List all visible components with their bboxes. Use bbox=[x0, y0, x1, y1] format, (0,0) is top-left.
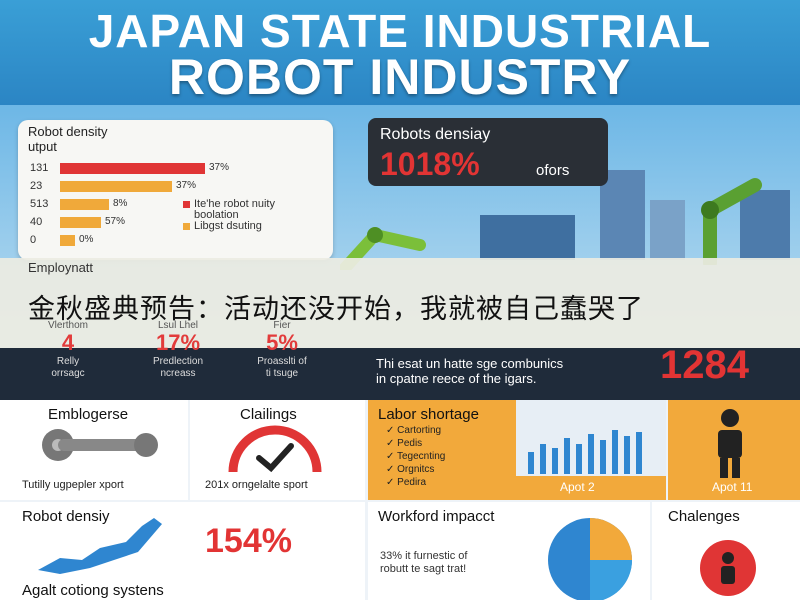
labor-tag-2: Apot 11 bbox=[712, 480, 753, 494]
robot-arm-icon bbox=[701, 178, 762, 265]
challenges-title: Chalenges bbox=[668, 508, 740, 525]
legend-entry: boolation bbox=[194, 209, 239, 221]
employment-label: Employnatt bbox=[28, 260, 94, 275]
stat-value: 17% bbox=[155, 330, 201, 355]
bar-row-label: 513 bbox=[30, 198, 49, 210]
robot-density-value: 154% bbox=[205, 522, 292, 560]
bar-row-label: 131 bbox=[30, 162, 49, 174]
labor-bar bbox=[612, 430, 618, 474]
legend-swatch bbox=[183, 223, 190, 230]
bar-value-label: 8% bbox=[113, 198, 128, 209]
emplogerse-footer: Tutilly ugpepler xport bbox=[22, 479, 124, 491]
labor-item: ✓ Orgnitcs bbox=[386, 464, 435, 475]
stat-head: Vlerthom bbox=[47, 320, 88, 331]
density-suffix: ofors bbox=[536, 162, 570, 179]
robot-density-title: Robot densiy bbox=[22, 508, 110, 525]
output-chart-card: Robot density utput 131 37% 23 37% 513 8% 40 57… bbox=[18, 120, 333, 260]
labor-bar bbox=[636, 432, 642, 474]
stat-sub-1: Predlection bbox=[152, 356, 204, 367]
clailings-cell bbox=[190, 400, 365, 500]
labor-tag-bg bbox=[516, 476, 666, 500]
card-title: Robot density bbox=[28, 124, 108, 139]
japan-map-icon bbox=[38, 518, 162, 574]
caption-overlay bbox=[0, 258, 800, 348]
banner-line-2: in cpatne reece of the igars. bbox=[376, 371, 537, 386]
emplogerse-title: Emblogerse bbox=[48, 406, 129, 423]
person-icon bbox=[718, 409, 742, 478]
labor-item: ✓ Tegecnting bbox=[386, 451, 446, 462]
gauge-icon bbox=[228, 425, 322, 473]
labor-bar bbox=[600, 440, 606, 474]
banner-line-1: Thi esat un hatte sge combunics bbox=[376, 356, 564, 371]
building-shape bbox=[600, 170, 645, 260]
bar-value-label: 57% bbox=[105, 216, 126, 227]
labor-bar bbox=[588, 434, 594, 474]
stat-sub-1: Proasslti of bbox=[257, 356, 307, 367]
bar bbox=[60, 181, 172, 192]
clailings-title: Clailings bbox=[240, 406, 297, 423]
bar-value-label: 0% bbox=[79, 234, 94, 245]
robot-arm-icon bbox=[340, 227, 426, 270]
title-line-2: ROBOT INDUSTRY bbox=[168, 49, 632, 105]
stat-head: Fier bbox=[273, 320, 291, 331]
labor-title: Labor shortage bbox=[378, 406, 479, 423]
bar-row-label: 0 bbox=[30, 234, 37, 246]
stat-value: 4 bbox=[61, 330, 75, 355]
title-line-1: JAPAN STATE INDUSTRIAL bbox=[88, 5, 712, 57]
bar bbox=[60, 199, 109, 210]
stat-sub-2: orrsagc bbox=[51, 368, 85, 379]
bar bbox=[60, 217, 101, 228]
workforce-note-1: 33% it furnestic of bbox=[380, 550, 468, 562]
labor-bar bbox=[540, 444, 546, 474]
bar bbox=[60, 163, 205, 174]
header-banner bbox=[0, 0, 800, 105]
workforce-title: Workford impacct bbox=[378, 508, 495, 525]
caption-text: 金秋盛典预告：活动还没开始，我就被自己蠢哭了 bbox=[28, 294, 644, 324]
labor-item: ✓ Pedis bbox=[386, 438, 423, 449]
stats-band bbox=[0, 348, 800, 400]
bar-value-label: 37% bbox=[176, 180, 197, 191]
labor-bar bbox=[564, 438, 570, 474]
card-subtitle: utput bbox=[28, 139, 57, 154]
banner-value: 1284 bbox=[660, 343, 749, 387]
stat-sub-2: ti tsuge bbox=[265, 368, 299, 379]
stat-head: Lsul Lhel bbox=[157, 320, 199, 331]
labor-bar bbox=[576, 444, 582, 474]
legend-entry: Libgst dsuting bbox=[194, 220, 262, 232]
labor-item: ✓ Cartorting bbox=[386, 425, 442, 436]
bar bbox=[60, 235, 75, 246]
labor-bar bbox=[552, 448, 558, 474]
clailings-footer: 201x orngelalte sport bbox=[205, 479, 308, 491]
building-shape bbox=[740, 190, 790, 260]
legend-swatch bbox=[183, 201, 190, 208]
labor-item: ✓ Pedira bbox=[386, 477, 427, 488]
density-value: 1018% bbox=[380, 146, 480, 182]
building-shape bbox=[650, 200, 685, 260]
stat-sub-2: ncreass bbox=[160, 368, 196, 379]
density-title: Robots densiay bbox=[380, 126, 491, 143]
stat-sub-1: Relly bbox=[56, 356, 80, 367]
robot-density-cell bbox=[0, 502, 365, 600]
legend-entry: Ite'he robot nuity bbox=[194, 198, 275, 210]
bar-row-label: 23 bbox=[30, 180, 43, 192]
density-card: Robots densiay 1018% ofors bbox=[368, 118, 608, 186]
bar-value-label: 37% bbox=[209, 162, 230, 173]
labor-cell bbox=[368, 400, 516, 500]
bar-row-label: 40 bbox=[30, 216, 43, 228]
gear-link-icon bbox=[42, 429, 158, 461]
workforce-note-2: robutt te sagt trat! bbox=[380, 563, 467, 575]
grid-footer: Agalt cotiong systens bbox=[22, 582, 164, 599]
warning-person-icon bbox=[700, 540, 756, 596]
pie-chart-icon bbox=[548, 518, 632, 600]
labor-bar bbox=[624, 436, 630, 474]
stat-value: 5% bbox=[266, 330, 298, 355]
building-shape bbox=[480, 215, 575, 260]
labor-bar bbox=[528, 452, 534, 474]
labor-tag-1: Apot 2 bbox=[560, 480, 595, 494]
